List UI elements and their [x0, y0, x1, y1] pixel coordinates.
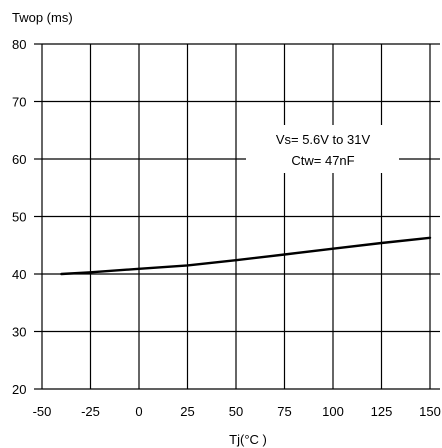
- y-tick-label: 70: [12, 95, 26, 110]
- y-tick-label: 20: [12, 382, 26, 397]
- x-tick-label: 25: [180, 404, 194, 419]
- annotation-line-1: Vs= 5.6V to 31V: [276, 132, 371, 147]
- x-axis-title: Tj(°C ): [229, 432, 267, 447]
- y-tick-label: 50: [12, 210, 26, 225]
- x-tick-label: -25: [81, 404, 100, 419]
- annotation-background: [246, 125, 399, 173]
- grid: [34, 43, 440, 390]
- x-tick-label: 0: [135, 404, 142, 419]
- x-tick-label: 50: [229, 404, 243, 419]
- annotation-line-2: Ctw= 47nF: [291, 153, 354, 168]
- x-tick-label: 75: [277, 404, 291, 419]
- y-axis-title: Twop (ms): [12, 10, 73, 25]
- series-layer: [60, 236, 432, 276]
- y-tick-label: 80: [12, 37, 26, 52]
- x-tick-label: 100: [322, 404, 344, 419]
- series-line-0: [60, 236, 432, 276]
- y-tick-label: 30: [12, 325, 26, 340]
- x-tick-labels: -50 -25 0 25 50 75 100 125 150: [33, 404, 441, 419]
- x-tick-label: -50: [33, 404, 52, 419]
- y-tick-label: 40: [12, 267, 26, 282]
- y-tick-label: 60: [12, 152, 26, 167]
- y-tick-labels: 20 30 40 50 60 70 80: [12, 37, 26, 397]
- x-tick-label: 125: [371, 404, 393, 419]
- x-tick-label: 150: [419, 404, 441, 419]
